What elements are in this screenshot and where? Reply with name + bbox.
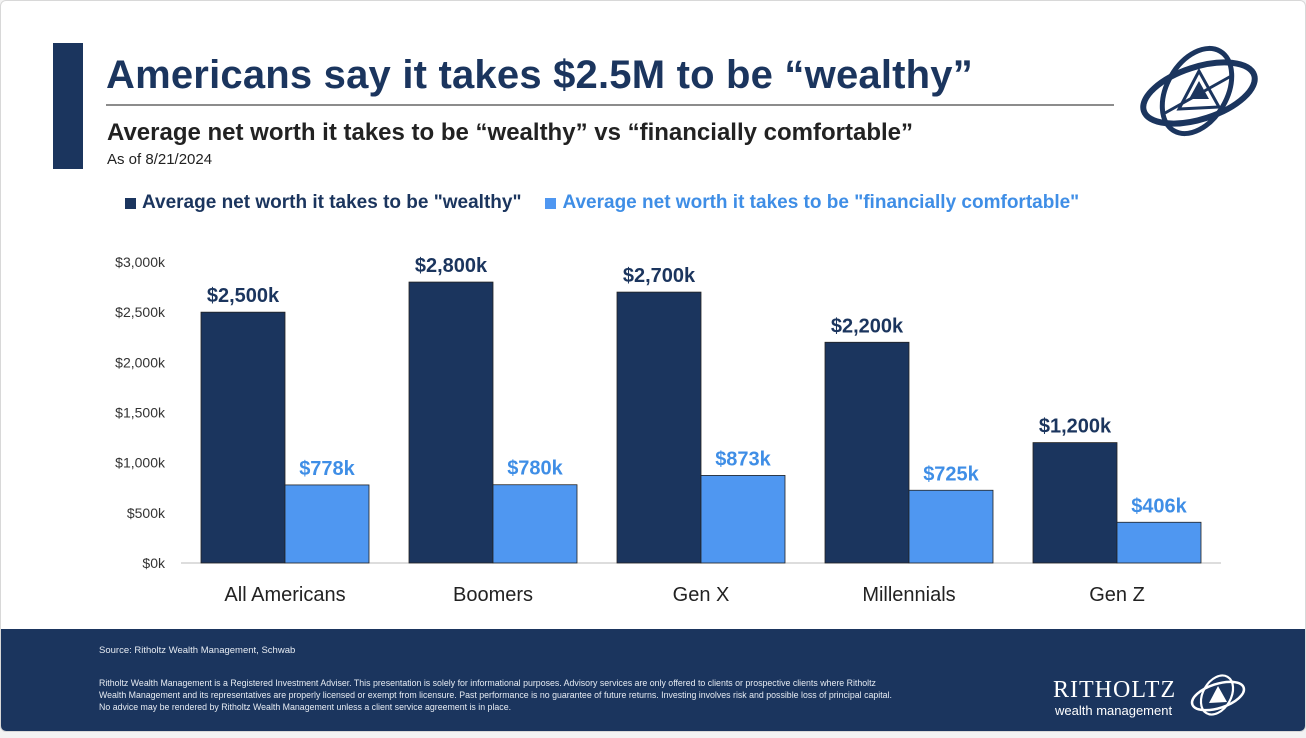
legend-label-comfortable: Average net worth it takes to be "financ… <box>562 192 1080 213</box>
x-category-label: Millennials <box>862 584 955 606</box>
footer: Source: Ritholtz Wealth Management, Schw… <box>1 629 1305 731</box>
x-category-label: Boomers <box>453 584 533 606</box>
brand-tagline: wealth management <box>1055 703 1173 718</box>
y-tick-label: $1,000k <box>115 455 166 471</box>
bar-comfortable <box>284 484 370 564</box>
disclaimer-text: Ritholtz Wealth Management is a Register… <box>99 678 892 712</box>
data-label-wealthy: $2,700k <box>623 265 696 287</box>
data-label-comfortable: $873k <box>715 448 771 470</box>
chart-legend: Average net worth it takes to be "wealth… <box>125 191 1103 215</box>
legend-label-wealthy: Average net worth it takes to be "wealth… <box>142 192 522 213</box>
brand-name: RITHOLTZ <box>1053 677 1177 703</box>
ritholtz-footer-logo-icon <box>1190 674 1246 716</box>
title-divider <box>106 104 1114 106</box>
chart-title: Americans say it takes $2.5M to be “weal… <box>106 53 973 97</box>
data-label-comfortable: $406k <box>1131 495 1187 517</box>
data-label-wealthy: $2,200k <box>831 315 904 337</box>
y-tick-label: $500k <box>127 505 166 521</box>
data-label-wealthy: $1,200k <box>1039 416 1112 438</box>
data-label-comfortable: $725k <box>923 463 979 485</box>
bar-comfortable <box>492 484 578 564</box>
x-category-label: Gen X <box>673 584 730 606</box>
y-tick-label: $2,000k <box>115 354 166 370</box>
bar-wealthy <box>616 291 702 564</box>
bar-comfortable <box>908 489 994 564</box>
data-label-wealthy: $2,800k <box>415 255 488 277</box>
legend-item-wealthy: Average net worth it takes to be "wealth… <box>125 192 521 214</box>
y-tick-label: $0k <box>142 555 166 571</box>
bar-wealthy <box>200 311 286 564</box>
brand-logo: RITHOLTZ wealth management <box>1053 673 1253 723</box>
x-category-label: All Americans <box>224 584 345 606</box>
bar-comfortable <box>1116 521 1202 564</box>
legend-swatch-wealthy <box>125 197 136 209</box>
bar-wealthy <box>824 341 910 564</box>
y-tick-label: $1,500k <box>115 405 166 421</box>
ritholtz-logo-icon <box>1140 45 1258 137</box>
source-note: Source: Ritholtz Wealth Management, Schw… <box>99 645 296 656</box>
legend-swatch-comfortable <box>545 197 557 209</box>
y-tick-label: $3,000k <box>115 254 166 270</box>
chart-subtitle: Average net worth it takes to be “wealth… <box>107 119 913 146</box>
bar-wealthy <box>408 281 494 564</box>
accent-bar <box>53 43 83 169</box>
data-label-comfortable: $778k <box>299 458 355 480</box>
bar-chart: $0k $500k $1,000k $1,500k $2,000k $2,500k $3,0… <box>115 254 1221 606</box>
y-tick-label: $2,500k <box>115 304 166 320</box>
legend-item-comfortable: Average net worth it takes to be "financ… <box>545 192 1079 214</box>
x-category-label: Gen Z <box>1089 584 1145 606</box>
data-label-comfortable: $780k <box>507 458 563 480</box>
data-label-wealthy: $2,500k <box>207 285 280 307</box>
as-of-date: As of 8/21/2024 <box>107 151 213 168</box>
bar-comfortable <box>700 475 786 564</box>
bar-wealthy <box>1032 442 1118 564</box>
